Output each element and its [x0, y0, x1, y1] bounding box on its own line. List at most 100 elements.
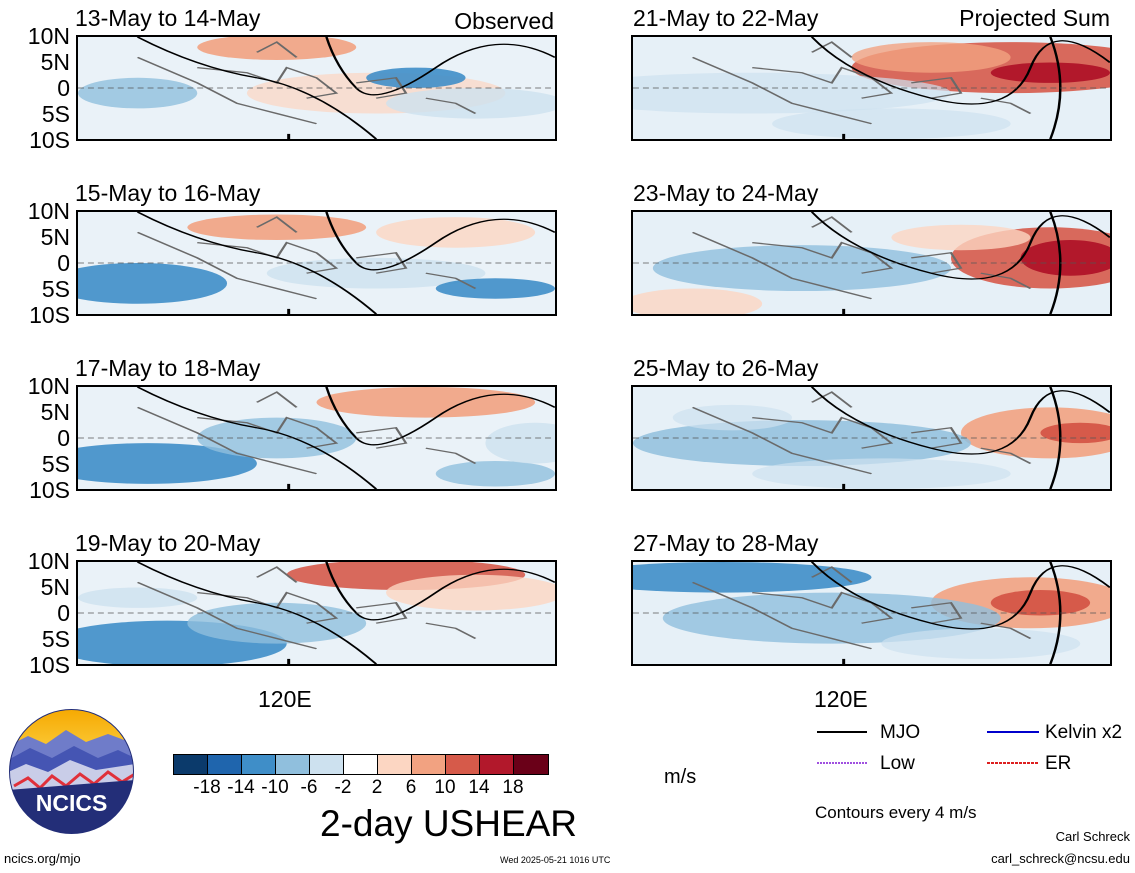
colorbar-swatch — [514, 755, 548, 774]
colorbar-tick-label: -6 — [300, 777, 318, 798]
shear-blob — [78, 77, 198, 109]
shear-blob — [187, 602, 367, 644]
shear-blob — [386, 574, 555, 611]
colorbar-tick-label: -14 — [227, 777, 255, 798]
shear-blob — [366, 67, 466, 88]
colorbar-unit: m/s — [664, 766, 697, 788]
shear-map — [631, 560, 1112, 666]
shear-map — [76, 210, 557, 316]
legend-label-mjo: MJO — [880, 722, 921, 743]
colorbar-swatch — [412, 755, 446, 774]
contour-note: Contours every 4 m/s — [815, 803, 977, 822]
y-tick-label: 10N — [27, 23, 70, 49]
shear-blob — [266, 257, 486, 289]
x-axis-label-left: 120E — [258, 686, 312, 712]
mjo-contour — [810, 37, 1110, 139]
panel-label-observed: Observed — [454, 8, 554, 34]
shear-blob — [485, 422, 555, 464]
colorbar-swatch — [446, 755, 480, 774]
shear-blob — [633, 420, 971, 467]
coastline — [136, 566, 477, 650]
shear-blob — [376, 217, 536, 248]
shear-blob — [78, 443, 257, 484]
colorbar-tick-label: 2 — [371, 777, 383, 798]
mjo-contour — [810, 387, 1110, 489]
colorbar — [173, 754, 549, 775]
y-tick-label: 10S — [29, 127, 70, 153]
y-tick-label: 5S — [41, 101, 70, 127]
y-tick-label: 0 — [57, 75, 70, 101]
shear-map — [76, 35, 557, 141]
colorbar-swatch — [276, 755, 310, 774]
shear-blob — [197, 37, 357, 60]
shear-map — [631, 35, 1112, 141]
author-email: carl_schreck@ncsu.edu — [991, 851, 1130, 866]
shear-blob — [772, 108, 1011, 139]
shear-map — [76, 385, 557, 491]
shear-blob — [316, 387, 536, 418]
coastline — [691, 216, 1032, 300]
y-tick-label: 0 — [57, 600, 70, 626]
colorbar-tick-label: 10 — [434, 777, 456, 798]
y-tick-label: 5N — [40, 399, 70, 425]
colorbar-tick-label: 6 — [405, 777, 417, 798]
mjo-contour — [136, 387, 555, 489]
y-tick-label: 5S — [41, 451, 70, 477]
colorbar-swatch — [242, 755, 276, 774]
colorbar-tick-label: 14 — [468, 777, 490, 798]
y-tick-label: 5N — [40, 224, 70, 250]
y-tick-label: 10S — [29, 477, 70, 503]
logo-text: NCICS — [36, 790, 108, 816]
shear-blob — [187, 214, 367, 241]
mjo-contour — [136, 37, 555, 139]
legend-label-low: Low — [880, 753, 915, 774]
panel-title: 15-May to 16-May — [75, 180, 261, 206]
shear-blob — [891, 224, 1031, 251]
panel-title: 19-May to 20-May — [75, 530, 261, 556]
shear-blob — [78, 263, 228, 304]
panel-title: 13-May to 14-May — [75, 5, 261, 31]
legend-label-er: ER — [1045, 753, 1072, 774]
y-tick-label: 0 — [57, 425, 70, 451]
shear-blob — [78, 587, 198, 608]
colorbar-tick-label: -2 — [334, 777, 352, 798]
shear-blob — [1020, 240, 1110, 276]
panel-title: 23-May to 24-May — [633, 180, 819, 206]
shear-blob — [633, 72, 951, 114]
shear-blob — [652, 245, 951, 292]
colorbar-swatch — [310, 755, 344, 774]
shear-blob — [435, 460, 555, 487]
timestamp: Wed 2025-05-21 1016 UTC — [500, 855, 611, 865]
x-axis-label-right: 120E — [814, 686, 868, 712]
shear-blob — [752, 458, 1011, 489]
coastline — [136, 216, 477, 300]
shear-blob — [881, 628, 1081, 659]
y-tick-label: 0 — [57, 250, 70, 276]
colorbar-tick-label: -18 — [193, 777, 221, 798]
shear-map — [631, 210, 1112, 316]
mjo-contour — [136, 562, 555, 664]
y-tick-label: 10S — [29, 652, 70, 678]
colorbar-swatch — [378, 755, 412, 774]
y-tick-label: 10N — [27, 198, 70, 224]
colorbar-swatch — [174, 755, 208, 774]
colorbar-swatch — [208, 755, 242, 774]
y-tick-label: 5S — [41, 276, 70, 302]
y-tick-label: 10N — [27, 548, 70, 574]
coastline — [136, 391, 477, 475]
shear-blob — [672, 404, 792, 431]
panel-title: 21-May to 22-May — [633, 5, 819, 31]
coastline — [691, 566, 1032, 650]
shear-blob — [990, 62, 1110, 83]
y-tick-label: 10S — [29, 302, 70, 328]
shear-blob — [851, 42, 1011, 73]
shear-map — [76, 560, 557, 666]
colorbar-tick-label: -10 — [261, 777, 289, 798]
y-tick-label: 5N — [40, 574, 70, 600]
mjo-contour — [136, 212, 555, 314]
legend-label-kelvin: Kelvin x2 — [1045, 722, 1123, 743]
author: Carl Schreck — [1055, 829, 1130, 844]
chart-title: 2-day USHEAR — [320, 803, 578, 844]
shear-map — [631, 385, 1112, 491]
site-url: ncics.org/mjo — [4, 851, 81, 866]
